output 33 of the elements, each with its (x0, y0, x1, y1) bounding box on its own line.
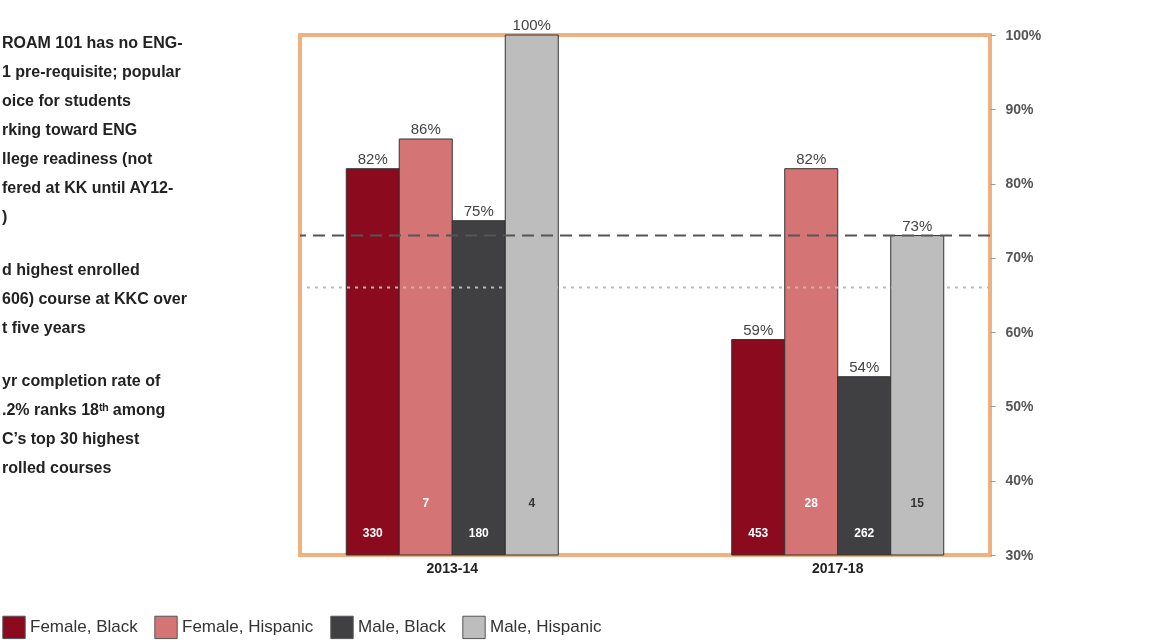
data-label: 73% (902, 216, 933, 234)
annotation: 453 (748, 526, 769, 540)
data-label: 86% (410, 120, 441, 137)
data-label: 100% (512, 16, 551, 33)
y-tick-label: 40% (1005, 472, 1035, 489)
data-label: 82% (796, 149, 827, 167)
text: yr completion rate of .2% ranks 18ᵗʰ among C’s top 30 highest rolled courses (2, 372, 166, 476)
annotation: 15 (910, 496, 925, 510)
x-tick-label: 2017-18 (812, 559, 864, 576)
legend-label: Female, Black (30, 617, 139, 637)
legend-label: Female, Hispanic (182, 617, 314, 637)
x-tick-label: 2013-14 (426, 559, 479, 576)
data-label: 59% (743, 320, 774, 338)
y-tick-label: 80% (1005, 175, 1035, 192)
annotation: 262 (854, 526, 875, 540)
legend-label: Male, Hispanic (490, 617, 602, 637)
y-tick-label: 100% (1005, 26, 1042, 43)
y-tick-label: 70% (1005, 249, 1035, 266)
annotation: 180 (468, 526, 490, 540)
annotation: 28 (804, 496, 819, 510)
legend-label: Male, Black (358, 617, 447, 637)
annotation: 7 (422, 496, 430, 510)
data-label: 54% (849, 357, 880, 375)
annotation: 330 (362, 526, 384, 540)
data-label: 82% (357, 149, 388, 167)
y-tick-label: 30% (1005, 546, 1035, 563)
y-tick-label: 50% (1005, 397, 1035, 414)
text: d highest enrolled 606) course at KKC over t five years (2, 261, 187, 336)
data-label: 75% (463, 201, 494, 219)
y-tick-label: 90% (1005, 100, 1035, 117)
text: ROAM 101 has no ENG- 1 pre-requisite; popular oice for students rking toward ENG llege readiness (not fered at KK until AY12- ) (2, 34, 183, 225)
annotation: 4 (528, 496, 536, 510)
y-tick-label: 60% (1005, 323, 1035, 340)
